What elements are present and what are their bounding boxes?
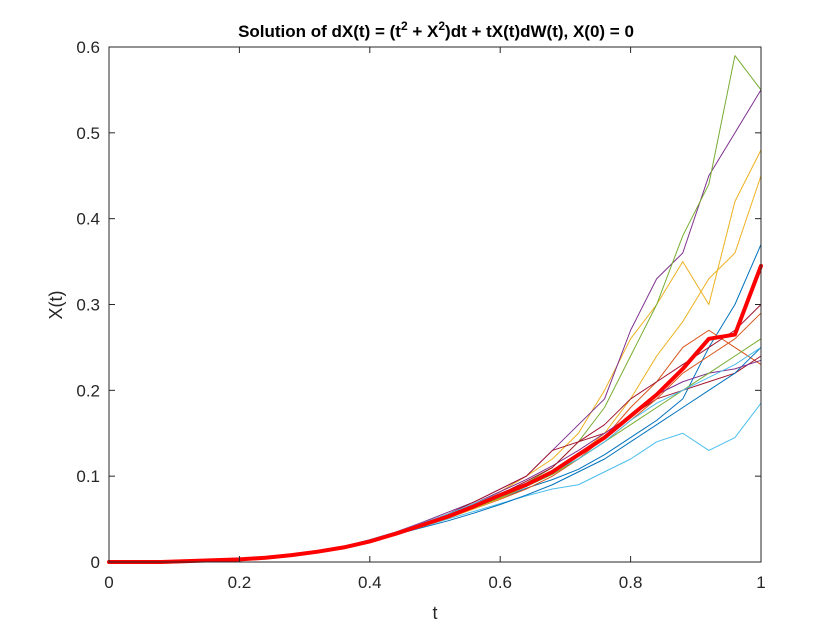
series-line-12: [108, 338, 762, 563]
title-superscript-1: 2: [401, 19, 408, 33]
y-tick-label: 0.1: [76, 467, 100, 486]
series-line-5: [108, 55, 762, 563]
y-tick-label: 0: [91, 553, 100, 572]
x-tick-label: 1: [756, 573, 765, 592]
title-part-mid: + X: [408, 22, 439, 41]
axis-ticks: 0 0.2 0.4 0.6 0.8 1 0 0.1 0.2 0.3 0.4 0.5 0.6: [76, 38, 765, 592]
x-tick-label: 0.6: [488, 573, 512, 592]
x-tick-label: 0.4: [358, 573, 382, 592]
y-tick-label: 0.6: [76, 38, 100, 57]
plot-area-border: [108, 46, 762, 563]
series-line-2: [108, 329, 762, 563]
x-axis-label: t: [432, 603, 437, 623]
y-tick-label: 0.4: [76, 210, 100, 229]
chart-title: Solution of dX(t) = (t2 + X2)dt + tX(t)d…: [238, 19, 634, 41]
series-line-4: [108, 89, 762, 563]
x-tick-label: 0: [104, 573, 113, 592]
series-group: [107, 55, 763, 564]
series-line-3: [108, 149, 762, 563]
x-tick-label: 0.2: [228, 573, 252, 592]
series-line-13: [108, 346, 762, 563]
y-tick-label: 0.3: [76, 296, 100, 315]
title-part-suffix: )dt + tX(t)dW(t), X(0) = 0: [445, 22, 634, 41]
series-line-8: [108, 346, 762, 563]
axes-frame: [108, 46, 762, 563]
title-superscript-2: 2: [438, 19, 445, 33]
series-line-6: [108, 402, 762, 563]
title-part-prefix: Solution of dX(t) = (t: [238, 22, 401, 41]
y-tick-label: 0.2: [76, 381, 100, 400]
x-tick-label: 0.8: [619, 573, 643, 592]
series-line-10: [108, 175, 762, 563]
y-tick-label: 0.5: [76, 124, 100, 143]
series-line-15: [107, 263, 763, 564]
y-axis-label: X(t): [46, 291, 66, 320]
